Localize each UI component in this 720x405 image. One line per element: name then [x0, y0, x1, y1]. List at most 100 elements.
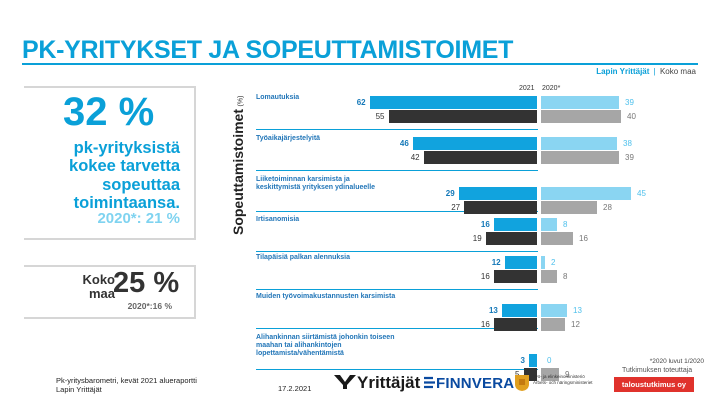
value-label-2020-6-1: 9 [565, 370, 570, 379]
value-label-2020-4-1: 8 [563, 272, 568, 281]
finnvera-logo: FINNVERA [424, 375, 514, 392]
bar-2021-koko-maa-0 [388, 110, 537, 123]
finnvera-logo-text: FINNVERA [436, 375, 515, 392]
bar-2020-lapland-4 [541, 256, 545, 269]
category-separator [256, 289, 538, 290]
panel-label-2020: 2020* [542, 85, 561, 92]
bar-2021-lapland-5 [501, 304, 537, 317]
category-label-tyoaikajarjestelyita: Työaikajärjestelyitä [256, 135, 321, 142]
yrittajat-logo-icon [334, 375, 356, 389]
tem-logo-line2: Arbets- och näringsministeriet [533, 379, 593, 385]
category-label-muiden-tyovoimakustannusten-karsimista: Muiden työvoimakustannusten karsimista [256, 293, 396, 300]
category-label-irtisanomisia: Irtisanomisia [256, 216, 300, 223]
kpi-description: pk-yrityksistä kokee tarvetta sopeuttaa … [69, 139, 180, 213]
bar-2020-lapland-0 [541, 96, 619, 109]
bar-2021-lapland-4 [504, 256, 537, 269]
tem-crest-icon [514, 374, 530, 397]
region-legend: Lapin Yrittäjät | Koko maa [596, 67, 696, 76]
tem-logo-text: Työ- ja elinkeinoministeriö Arbets- och … [533, 374, 593, 386]
value-label-2020-0-1: 40 [627, 112, 636, 121]
value-label-2021-0-1: 55 [375, 112, 385, 121]
page-title: PK-YRITYKSET JA SOPEUTTAMISTOIMET [22, 36, 514, 64]
bar-2020-koko-maa-4 [541, 270, 557, 283]
region-separator: | [653, 67, 656, 76]
value-label-2021-5-0: 13 [488, 306, 498, 315]
value-label-2020-5-0: 13 [573, 306, 582, 315]
kpi-value: 32 % [63, 90, 155, 134]
tem-logo-line1: Työ- ja elinkeinoministeriö [533, 374, 585, 379]
value-label-2020-3-1: 16 [579, 234, 588, 243]
chart-unit-label: (%) [237, 95, 245, 107]
category-label-alihankinnan-siirtamista-johonkin-toisee: Alihankinnan siirtämistä johonkin toisee… [256, 334, 395, 358]
footer-source-line2: Lapin Yrittäjät [56, 385, 102, 395]
footer-source-line1: Pk-yritysbarometri, kevät 2021 aluerapor… [56, 376, 197, 385]
yrittajat-logo-text: Yrittäjät [357, 373, 421, 392]
bar-2021-koko-maa-5 [493, 318, 537, 331]
category-separator [256, 328, 538, 329]
footer-source: Pk-yritysbarometri, kevät 2021 aluerapor… [56, 376, 197, 395]
category-separator [256, 369, 538, 370]
chart-axis-label: Sopeuttamistoimet [230, 108, 246, 236]
bar-2021-koko-maa-1 [423, 151, 537, 164]
category-separator [256, 251, 538, 252]
value-label-2021-2-0: 29 [445, 189, 455, 198]
value-label-2021-5-1: 16 [480, 320, 490, 329]
koko-maa-comparison: 2020*:16 % [127, 301, 172, 311]
value-label-2020-3-0: 8 [563, 220, 568, 229]
bar-2021-lapland-6 [528, 354, 537, 367]
panel-label-2021: 2021 [519, 85, 535, 92]
value-label-2021-4-0: 12 [491, 258, 501, 267]
bar-2020-lapland-1 [541, 137, 617, 150]
bar-2020-koko-maa-3 [541, 232, 573, 245]
bar-2021-koko-maa-2 [464, 201, 537, 214]
bar-2021-lapland-0 [369, 96, 537, 109]
panel-divider [539, 93, 540, 358]
bar-2021-lapland-3 [493, 218, 537, 231]
region-lapland: Lapin Yrittäjät [596, 67, 650, 76]
value-label-2021-1-0: 46 [399, 139, 409, 148]
bar-2020-lapland-2 [541, 187, 631, 200]
region-whole-country: Koko maa [659, 67, 696, 76]
bar-2020-koko-maa-0 [541, 110, 621, 123]
footer-date: 17.2.2021 [278, 384, 312, 393]
value-label-2020-2-1: 28 [603, 203, 612, 212]
title-rule [22, 63, 698, 65]
category-label-tilapaisia-palkan-alennuksia: Tilapäisiä palkan alennuksia [256, 254, 351, 261]
value-label-2020-1-1: 39 [625, 153, 634, 162]
value-label-2021-1-1: 42 [410, 153, 420, 162]
value-label-2020-6-0: 0 [547, 356, 552, 365]
bar-2020-lapland-5 [541, 304, 567, 317]
category-label-liiketoiminnan-karsimista-ja-keskittymis: Liiketoiminnan karsimista ja keskittymis… [256, 176, 376, 192]
value-label-2021-0-0: 62 [356, 98, 366, 107]
value-label-2021-6-0: 3 [520, 356, 525, 365]
value-label-2020-2-0: 45 [637, 189, 646, 198]
category-separator [256, 170, 538, 171]
value-label-2021-3-1: 19 [472, 234, 482, 243]
bar-2020-koko-maa-5 [541, 318, 565, 331]
category-separator [256, 129, 538, 130]
value-label-2020-1-0: 38 [623, 139, 632, 148]
bar-2020-koko-maa-1 [541, 151, 619, 164]
value-label-2021-3-0: 16 [480, 220, 490, 229]
bar-2020-lapland-3 [541, 218, 557, 231]
bar-2021-lapland-2 [458, 187, 537, 200]
koko-maa-value: 25 % [113, 267, 180, 299]
value-label-2020-0-0: 39 [625, 98, 634, 107]
credit-label: Tutkimuksen toteuttaja [622, 367, 693, 374]
footnote: *2020 luvut 1/2020 [649, 358, 704, 365]
bar-2021-lapland-1 [412, 137, 537, 150]
yrittajat-logo: Yrittäjät [333, 373, 420, 393]
koko-maa-label: Koko maa [82, 272, 116, 302]
category-separator [256, 211, 538, 212]
value-label-2020-5-1: 12 [571, 320, 580, 329]
kpi-box [24, 86, 196, 240]
category-label-lomautuksia: Lomautuksia [256, 94, 300, 101]
value-label-2021-4-1: 16 [480, 272, 490, 281]
value-label-2021-6-1: 5 [515, 370, 520, 379]
value-label-2020-4-0: 2 [551, 258, 556, 267]
finnvera-logo-icon [424, 376, 435, 389]
bar-2020-koko-maa-6 [541, 368, 559, 381]
bar-2020-koko-maa-2 [541, 201, 597, 214]
kpi-comparison: 2020*: 21 % [97, 210, 180, 227]
bar-2021-koko-maa-4 [493, 270, 537, 283]
